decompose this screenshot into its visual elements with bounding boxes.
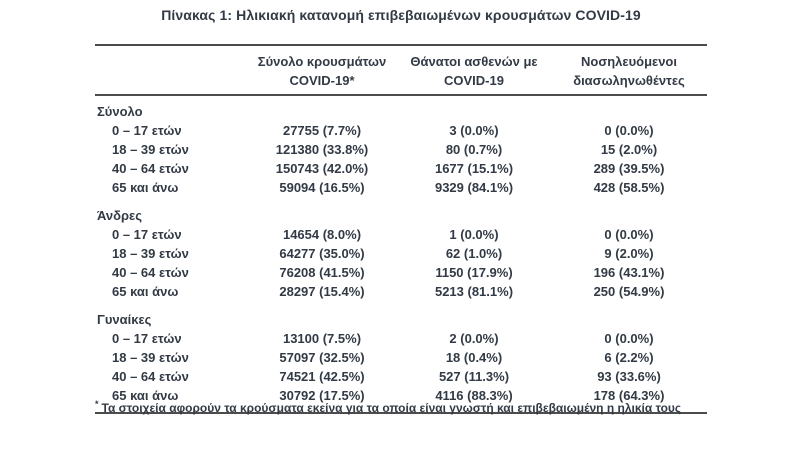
intubated-value: 428 (58.5%)	[593, 180, 665, 195]
age-label: 65 και άνω	[112, 180, 179, 195]
age-label: 18 – 39 ετών	[112, 142, 189, 157]
deaths-value: 80 (0.7%)	[445, 142, 503, 157]
cases-value: 121380 (33.8%)	[275, 142, 369, 157]
intubated-value: 196 (43.1%)	[593, 265, 665, 280]
table-row: 65 και άνω 30792 (17.5%) 4116 (88.3%) 17…	[95, 386, 707, 405]
column-header-deaths-line1: Θάνατοι ασθενών με	[410, 54, 538, 69]
deaths-value: 3 (0.0%)	[449, 123, 499, 138]
cases-value: 30792 (17.5%)	[279, 388, 365, 403]
table-row: 0 – 17 ετών 14654 (8.0%) 1 (0.0%) 0 (0.0…	[95, 225, 707, 244]
cases-value: 64277 (35.0%)	[279, 246, 365, 261]
deaths-value: 1677 (15.1%)	[434, 161, 514, 176]
age-label: 40 – 64 ετών	[112, 161, 189, 176]
age-label: 40 – 64 ετών	[112, 265, 189, 280]
intubated-value: 0 (0.0%)	[604, 227, 654, 242]
deaths-value: 5213 (81.1%)	[434, 284, 514, 299]
deaths-value: 527 (11.3%)	[438, 369, 510, 384]
footnote-asterisk: *	[95, 399, 99, 409]
table-row: 65 και άνω 28297 (15.4%) 5213 (81.1%) 25…	[95, 282, 707, 301]
intubated-value: 15 (2.0%)	[600, 142, 658, 157]
column-header-cases-line1: Σύνολο κρουσμάτων	[257, 54, 387, 69]
column-header-deaths: Θάνατοι ασθενών με COVID-19	[397, 52, 551, 90]
deaths-value: 9329 (84.1%)	[434, 180, 514, 195]
table-row: 65 και άνω 59094 (16.5%) 9329 (84.1%) 42…	[95, 178, 707, 197]
section-label: Άνδρες	[97, 208, 142, 223]
table-row: 0 – 17 ετών 13100 (7.5%) 2 (0.0%) 0 (0.0…	[95, 329, 707, 348]
column-header-cases-line2: COVID-19*	[289, 73, 355, 88]
intubated-value: 250 (54.9%)	[593, 284, 665, 299]
intubated-value: 9 (2.0%)	[604, 246, 654, 261]
deaths-value: 1150 (17.9%)	[435, 265, 513, 280]
table-row: 18 – 39 ετών 121380 (33.8%) 80 (0.7%) 15…	[95, 140, 707, 159]
age-label: 0 – 17 ετών	[112, 227, 182, 242]
column-header-empty	[95, 52, 247, 90]
intubated-value: 0 (0.0%)	[604, 331, 654, 346]
cases-value: 59094 (16.5%)	[279, 180, 365, 195]
section-total: Σύνολο 0 – 17 ετών 27755 (7.7%) 3 (0.0%)…	[95, 102, 707, 197]
section-label: Σύνολο	[97, 104, 143, 119]
age-label: 0 – 17 ετών	[112, 331, 182, 346]
intubated-value: 178 (64.3%)	[593, 388, 665, 403]
cases-value: 14654 (8.0%)	[282, 227, 362, 242]
column-header-cases: Σύνολο κρουσμάτων COVID-19*	[247, 52, 397, 90]
cases-value: 57097 (32.5%)	[279, 350, 365, 365]
section-label: Γυναίκες	[97, 312, 152, 327]
column-header-deaths-line2: COVID-19	[444, 73, 504, 88]
table-row: 40 – 64 ετών 76208 (41.5%) 1150 (17.9%) …	[95, 263, 707, 282]
age-label: 40 – 64 ετών	[112, 369, 189, 384]
column-header-intubated: Νοσηλευόμενοι διασωληνωθέντες	[551, 52, 707, 90]
age-label: 18 – 39 ετών	[112, 350, 189, 365]
section-men: Άνδρες 0 – 17 ετών 14654 (8.0%) 1 (0.0%)…	[95, 206, 707, 301]
table-header-row: Σύνολο κρουσμάτων COVID-19* Θάνατοι ασθε…	[95, 44, 707, 96]
intubated-value: 6 (2.2%)	[604, 350, 654, 365]
cases-value: 27755 (7.7%)	[282, 123, 362, 138]
deaths-value: 18 (0.4%)	[445, 350, 503, 365]
table-row: 18 – 39 ετών 57097 (32.5%) 18 (0.4%) 6 (…	[95, 348, 707, 367]
age-label: 18 – 39 ετών	[112, 246, 189, 261]
intubated-value: 93 (33.6%)	[597, 369, 661, 384]
age-distribution-table: Σύνολο κρουσμάτων COVID-19* Θάνατοι ασθε…	[95, 44, 707, 414]
column-header-intubated-line2: διασωληνωθέντες	[573, 73, 685, 88]
table-row: 40 – 64 ετών 74521 (42.5%) 527 (11.3%) 9…	[95, 367, 707, 386]
table-row: 0 – 17 ετών 27755 (7.7%) 3 (0.0%) 0 (0.0…	[95, 121, 707, 140]
age-label: 65 και άνω	[112, 284, 179, 299]
table-footnote: * Τα στοιχεία αφορούν τα κρούσματα εκείνα…	[95, 397, 715, 416]
cases-value: 13100 (7.5%)	[282, 331, 362, 346]
cases-value: 28297 (15.4%)	[279, 284, 365, 299]
deaths-value: 4116 (88.3%)	[435, 388, 513, 403]
cases-value: 74521 (42.5%)	[279, 369, 365, 384]
footnote-text: Τα στοιχεία αφορούν τα κρούσματα εκείνα …	[101, 401, 682, 415]
intubated-value: 289 (39.5%)	[593, 161, 665, 176]
table-body: Σύνολο 0 – 17 ετών 27755 (7.7%) 3 (0.0%)…	[95, 96, 707, 414]
cases-value: 150743 (42.0%)	[275, 161, 369, 176]
cases-value: 76208 (41.5%)	[279, 265, 365, 280]
table-row: 18 – 39 ετών 64277 (35.0%) 62 (1.0%) 9 (…	[95, 244, 707, 263]
deaths-value: 1 (0.0%)	[449, 227, 499, 242]
age-label: 65 και άνω	[112, 388, 179, 403]
column-header-intubated-line1: Νοσηλευόμενοι	[581, 54, 677, 69]
intubated-value: 0 (0.0%)	[604, 123, 654, 138]
table-row: 40 – 64 ετών 150743 (42.0%) 1677 (15.1%)…	[95, 159, 707, 178]
page-title: Πίνακας 1: Ηλικιακή κατανομή επιβεβαιωμέ…	[161, 7, 641, 23]
deaths-value: 62 (1.0%)	[445, 246, 503, 261]
deaths-value: 2 (0.0%)	[449, 331, 499, 346]
age-label: 0 – 17 ετών	[112, 123, 182, 138]
section-women: Γυναίκες 0 – 17 ετών 13100 (7.5%) 2 (0.0…	[95, 310, 707, 405]
